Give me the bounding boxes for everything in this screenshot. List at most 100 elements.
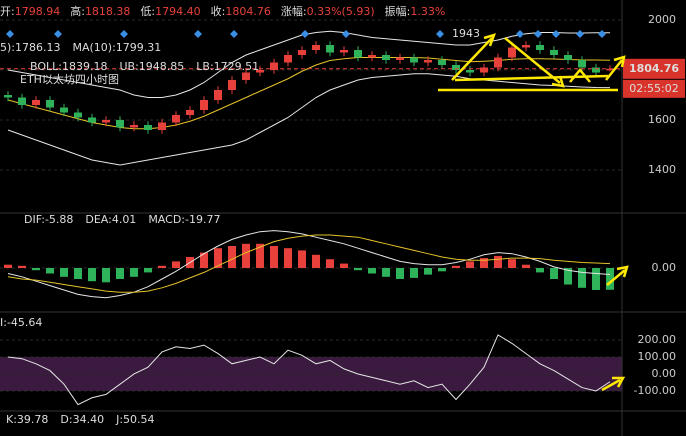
candle-body [130,125,138,128]
macd-bar [326,259,334,268]
candle-body [298,50,306,55]
indicator-label: J:50.54 [115,413,154,426]
indicator-label: D:34.40 [60,413,104,426]
last-price-label: 1804.76 [629,62,679,75]
indicator-label: LB:1729.51 [196,60,259,73]
macd-bar [368,268,376,274]
macd-bar [298,250,306,268]
macd-bar [410,268,418,278]
header-value: 1794.40 [155,5,201,18]
macd-bar [494,255,502,268]
candle-body [452,65,460,70]
candle-body [536,45,544,50]
macd-bar [200,252,208,268]
y-tick-label: 0.00 [652,261,677,274]
candle-body [578,60,586,68]
candle-body [116,120,124,128]
indicator-label: BOLL:1839.18 [30,60,107,73]
y-tick-label: 100.00 [638,350,677,363]
candle-body [228,80,236,90]
annotation-lines [438,33,629,392]
indicator-label: MA(10):1799.31 [72,41,161,54]
macd-bar [312,254,320,268]
y-tick-label: -100.00 [634,384,676,397]
candle-body [4,95,12,98]
macd-bar [270,246,278,268]
header-item: 高:1818.38 [70,4,130,18]
candle-body [32,100,40,105]
y-tick-label: 1600 [648,113,676,126]
candle-body [522,45,530,48]
header-label: 收: [211,4,226,18]
macd-bar [242,243,250,268]
candle-body [354,50,362,58]
y-tick-label: 2000 [648,13,676,26]
macd-bar [32,268,40,271]
macd-bar [396,268,404,279]
macd-bar [606,268,614,290]
macd-bar [564,268,572,285]
header-value: 1798.94 [15,5,61,18]
y-tick-label: 200.00 [638,333,677,346]
macd-bar [88,268,96,282]
candle-body [60,107,68,113]
candle-body [242,72,250,80]
marker-label: 1943 [452,27,480,40]
macd-bar [74,268,82,279]
indicator-line [7,334,611,406]
candle-body [466,70,474,73]
macd-bar [144,268,152,273]
candle-body [564,55,572,60]
macd-bar [60,268,68,277]
candle-body [438,60,446,65]
header-item: 收:1804.76 [211,4,271,18]
indicator-line [7,234,611,293]
candle-body [46,100,54,108]
plot-layer: 14001600180020001804.7602:55:0219435):17… [0,13,685,426]
candle-body [144,125,152,130]
macd-bar [46,268,54,274]
candle-body [340,50,348,53]
indicator-label: MACD:-19.77 [148,213,220,226]
macd-bar [18,265,26,268]
candle-body [396,57,404,60]
candle-body [312,45,320,50]
macd-bar [480,258,488,268]
macd-bar [382,268,390,277]
y-tick-label: 1400 [648,163,676,176]
header-item: 开:1798.94 [0,5,60,18]
candle-body [172,115,180,123]
indicator-line [7,57,611,130]
macd-bar [438,268,446,272]
candle-body [74,112,82,118]
macd-bar [508,259,516,268]
candle-body [88,117,96,123]
macd-bar [256,243,264,268]
macd-bar [284,248,292,268]
candle-body [410,57,418,63]
candle-body [102,120,110,123]
macd-bar [592,268,600,290]
macd-bar [452,265,460,268]
candle-body [424,60,432,63]
candle-body [326,45,334,53]
macd-bar [466,261,474,268]
candle-body [550,50,558,55]
candle-body [508,47,516,58]
indicator-label: UB:1948.85 [119,60,184,73]
countdown-label: 02:55:02 [629,82,678,95]
macd-bar [354,268,362,271]
indicator-label: K:39.78 [6,413,48,426]
last-price-box [623,58,685,79]
indicator-label: DIF:-5.88 [24,213,73,226]
header-item: 涨幅:0.33%(5.93) [281,5,375,18]
header-value: 1804.76 [225,5,271,18]
header-label: 低: [140,5,155,18]
indicator-label: DEA:4.01 [85,213,136,226]
macd-bar [578,268,586,288]
indicator-line [7,73,611,166]
header-label: 开: [0,5,15,18]
macd-bar [130,268,138,277]
macd-bar [228,246,236,268]
